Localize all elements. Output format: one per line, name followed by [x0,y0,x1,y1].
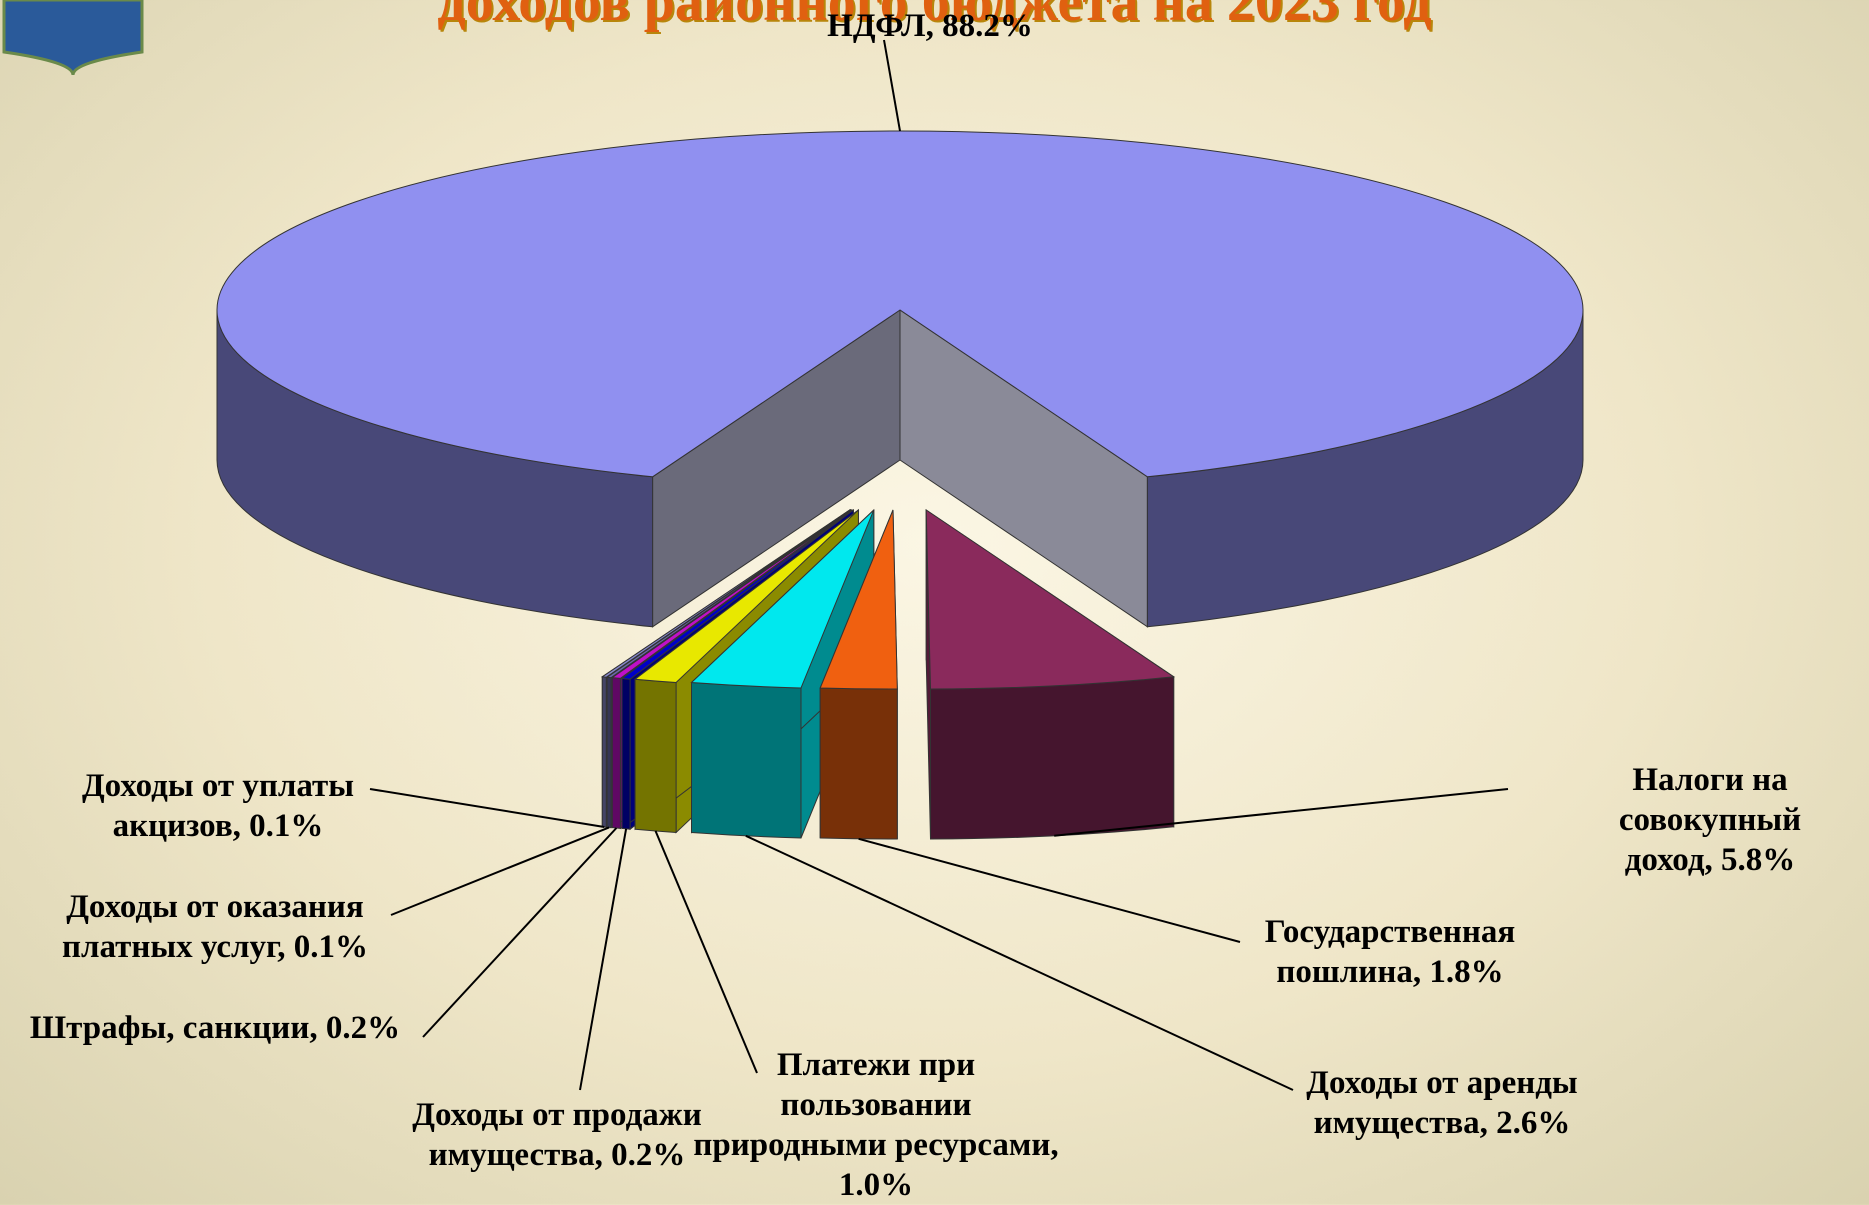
data-label: Доходы от уплаты акцизов, 0.1% [81,768,355,844]
data-label: Платежи при пользовании природными ресур… [693,1047,1059,1203]
data-label: Штрафы, санкции, 0.2% [29,1010,401,1046]
slice-side [606,676,612,829]
data-label: Налоги на совокупный доход, 5.8% [1618,762,1802,878]
slice-side [611,677,621,829]
data-label: НДФЛ, 88.2% [827,8,1033,44]
data-label: Доходы от аренды имущества, 2.6% [1306,1065,1578,1141]
data-label: Государственная пошлина, 1.8% [1264,914,1516,990]
data-label: Доходы от продажи имущества, 0.2% [412,1097,702,1173]
slice [620,509,854,680]
slice [690,509,875,689]
slice [605,509,851,679]
leader-line [654,830,758,1074]
data-label: Доходы от оказания платных услуг, 0.1% [61,889,369,965]
leader-line [883,39,901,132]
slice-side [691,681,802,839]
slice-side [634,678,677,834]
slice-side [930,676,1175,840]
emblem [2,0,144,76]
leader-line [1054,788,1509,837]
leader-line [422,827,618,1038]
slice-side [601,676,607,828]
leader-line [390,826,610,916]
leader-line [858,837,1241,943]
slice-side [819,687,898,840]
leader-line [745,834,1294,1091]
leader-line [579,828,628,1091]
slice-side [621,677,631,830]
slice [610,509,852,679]
chart-title: доходов районного бюджета на 2023 год [437,0,1432,33]
slice [925,509,1176,690]
leader-line [369,788,605,828]
slice [819,509,898,690]
slice [633,509,859,684]
